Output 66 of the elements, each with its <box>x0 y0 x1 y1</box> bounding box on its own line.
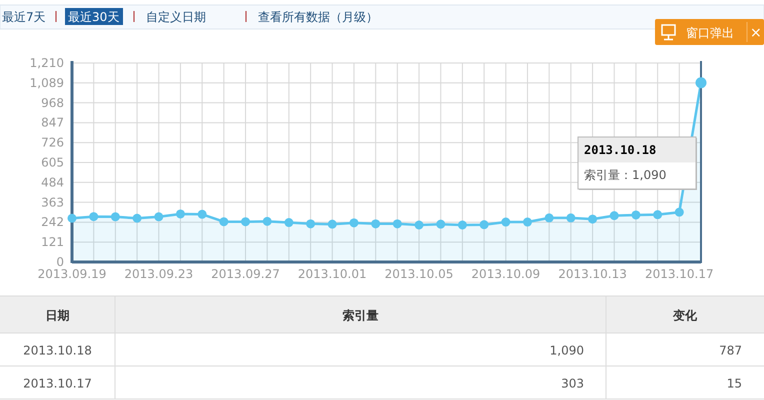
point <box>674 208 684 217</box>
point <box>458 220 467 230</box>
point <box>198 210 207 219</box>
y-tick-label: 968 <box>41 96 64 110</box>
point <box>68 214 76 223</box>
point <box>328 220 337 229</box>
x-tick-label: 2013.10.17 <box>644 267 714 281</box>
point <box>110 212 120 222</box>
annotation: 索引量：1,090 <box>584 168 666 182</box>
point <box>631 210 640 220</box>
point <box>653 210 662 220</box>
y-tick-label: 605 <box>41 156 64 170</box>
point <box>436 220 446 229</box>
y-tick-label: 242 <box>41 215 64 230</box>
text: 2013.10.17 <box>23 376 92 390</box>
point <box>89 212 98 222</box>
y-tick-label: 484 <box>41 175 64 190</box>
point <box>392 219 402 228</box>
text: 1,090 <box>550 344 584 358</box>
point <box>154 212 164 222</box>
text: 最近30天 <box>68 10 120 24</box>
x-tick-label: 2013.10.13 <box>558 267 627 281</box>
point <box>371 219 380 228</box>
x-tick-label: 2013.09.27 <box>211 267 280 281</box>
x-tick-label: 2013.10.01 <box>298 267 367 281</box>
y-tick-label: 0 <box>56 255 64 269</box>
point <box>219 217 228 226</box>
text: 窗口弹出 <box>686 26 734 40</box>
point <box>284 218 294 228</box>
text: 日期 <box>46 308 70 322</box>
point <box>588 214 598 224</box>
y-tick-label: 121 <box>41 235 64 250</box>
text: 查看所有数据（月级） <box>258 10 378 24</box>
point <box>414 220 424 230</box>
text: 自定义日期 <box>146 10 206 24</box>
y-tick-label: 847 <box>41 116 64 130</box>
text: 787 <box>719 344 742 358</box>
text: 2013.10.18 <box>23 344 92 358</box>
point <box>262 216 272 226</box>
point <box>610 211 619 220</box>
text: 303 <box>561 376 584 390</box>
point <box>480 220 489 230</box>
x-tick-label: 2013.10.09 <box>471 267 540 281</box>
point <box>566 213 576 222</box>
x-tick-label: 2013.10.05 <box>384 267 454 281</box>
point <box>241 217 250 226</box>
point <box>501 218 510 227</box>
text: × <box>750 25 762 41</box>
text: 变化 <box>672 308 698 322</box>
annotation: 2013.10.18 <box>584 143 656 157</box>
y-tick-label: 363 <box>41 195 64 210</box>
point <box>176 209 185 218</box>
point <box>349 218 358 228</box>
y-tick-label: 1,210 <box>30 56 64 70</box>
x-tick-label: 2013.09.19 <box>38 267 106 281</box>
y-tick-label: 726 <box>41 136 64 150</box>
text: 15 <box>726 376 742 390</box>
point <box>132 214 142 223</box>
point <box>306 219 316 228</box>
text: 索引量 <box>342 308 378 322</box>
y-tick-label: 1,089 <box>30 76 64 90</box>
point <box>696 77 706 88</box>
x-tick-label: 2013.09.23 <box>124 267 194 281</box>
point <box>544 213 554 222</box>
text: 最近7天 <box>2 10 46 24</box>
point <box>522 218 532 227</box>
